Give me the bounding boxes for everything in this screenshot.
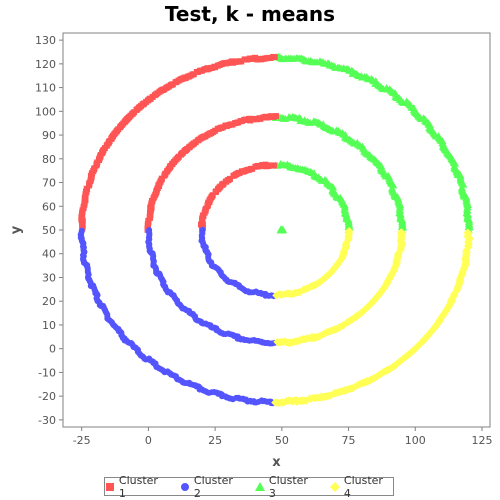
data-point	[212, 189, 219, 196]
data-point	[193, 69, 200, 76]
legend-swatch-icon	[330, 481, 340, 492]
legend-label: Cluster 1	[118, 473, 158, 500]
x-axis-ticks: -25 0 25 50 75 100 125	[73, 427, 492, 447]
data-point	[345, 226, 354, 235]
y-tick-label: 60	[42, 200, 56, 213]
y-axis-label: y	[9, 225, 24, 234]
x-tick-label: 50	[275, 434, 289, 447]
x-tick-label: 100	[405, 434, 426, 447]
y-tick-label: 70	[42, 177, 56, 190]
legend-swatch-icon	[255, 481, 265, 491]
legend-swatch-icon	[106, 482, 114, 491]
data-point	[161, 172, 168, 179]
y-tick-label: -20	[38, 390, 56, 403]
data-point	[230, 172, 237, 179]
data-point	[86, 182, 93, 189]
y-tick-label: 120	[35, 58, 56, 71]
x-axis-label: x	[272, 455, 281, 470]
data-point	[278, 226, 287, 234]
y-tick-label: 90	[42, 129, 56, 142]
y-tick-label: 80	[42, 153, 56, 166]
y-tick-label: 0	[49, 343, 56, 356]
data-point	[397, 228, 406, 237]
ring	[77, 52, 474, 407]
y-tick-label: 20	[42, 295, 56, 308]
y-tick-label: 30	[42, 271, 56, 284]
plot-area	[62, 32, 491, 428]
chart-title: Test, k - means	[164, 2, 336, 26]
data-point	[241, 56, 248, 63]
legend-label: Cluster 2	[193, 473, 233, 500]
data-marks	[77, 52, 474, 407]
x-tick-label: 0	[145, 434, 152, 447]
y-tick-label: 10	[42, 319, 56, 332]
legend-swatch-icon	[181, 482, 189, 491]
legend-label: Cluster 4	[343, 473, 383, 500]
y-tick-label: 110	[35, 82, 56, 95]
data-point	[252, 163, 259, 170]
y-tick-label: 50	[42, 224, 56, 237]
legend-label: Cluster 3	[268, 473, 308, 500]
data-point	[463, 228, 472, 237]
ring	[144, 113, 408, 348]
scatter-plot: -25 0 25 50 75 100 125 -30 -20 -10 0 10 20 30 40 50 60 7…	[9, 32, 492, 470]
x-tick-label: 25	[208, 434, 222, 447]
legend-item: Cluster 3	[255, 474, 318, 500]
y-axis-ticks: -30 -20 -10 0 10 20 30 40 50 60 70 80 90 100 110 120 130	[35, 34, 63, 427]
y-tick-label: -30	[38, 414, 56, 427]
legend-item: Cluster 4	[330, 474, 393, 500]
x-tick-label: 125	[471, 434, 492, 447]
y-tick-label: 100	[35, 105, 56, 118]
ring	[197, 160, 354, 300]
legend-item: Cluster 2	[180, 474, 243, 500]
x-tick-label: -25	[73, 434, 91, 447]
data-point	[147, 214, 154, 221]
legend: Cluster 1 Cluster 2 Cluster 3 Cluster 4	[104, 474, 394, 500]
legend-item: Cluster 1	[105, 474, 168, 500]
center-blob	[276, 225, 287, 234]
y-tick-label: -10	[38, 366, 56, 379]
y-tick-label: 40	[42, 248, 56, 261]
x-tick-label: 75	[342, 434, 356, 447]
y-tick-label: 130	[35, 34, 56, 47]
